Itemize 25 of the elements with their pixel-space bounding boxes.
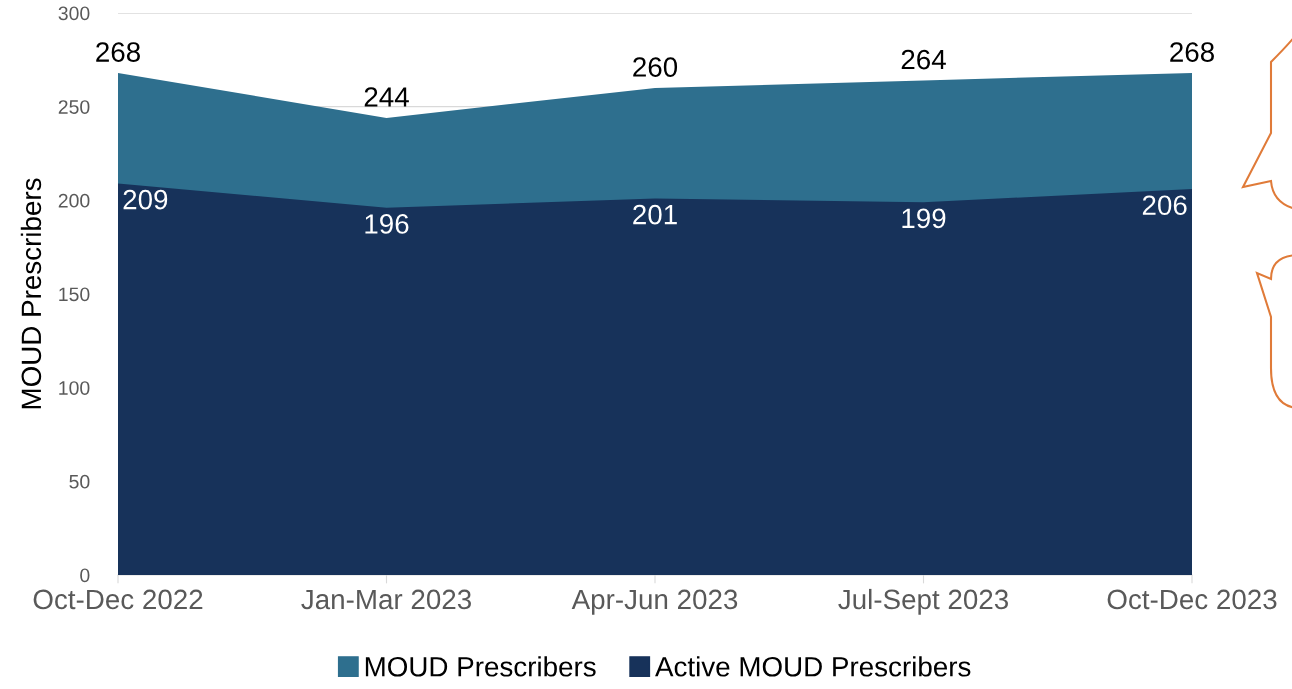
data-label: 264 xyxy=(901,49,946,70)
data-label: 196 xyxy=(365,214,409,234)
y-tick-label: 200 xyxy=(58,193,90,208)
x-tick-label: Jul-Sept 2023 xyxy=(838,588,1008,615)
data-label: 209 xyxy=(123,189,168,210)
y-tick-label: 100 xyxy=(59,381,90,395)
data-label: 260 xyxy=(633,57,678,77)
legend-label: Active MOUD Prescribers xyxy=(655,656,971,677)
y-tick-label: 250 xyxy=(58,100,90,114)
data-label: 268 xyxy=(96,42,140,62)
data-label: 201 xyxy=(633,204,677,225)
data-label: 244 xyxy=(364,87,409,107)
y-tick-label: 50 xyxy=(69,474,90,489)
y-tick-label: 150 xyxy=(59,287,90,302)
y-tick-label: 0 xyxy=(80,568,90,583)
x-tick-label: Oct-Dec 2023 xyxy=(1107,589,1277,610)
y-tick-label: 300 xyxy=(58,6,90,21)
data-label: 268 xyxy=(1170,42,1214,62)
data-label: 199 xyxy=(902,208,946,229)
x-tick-label: Apr-Jun 2023 xyxy=(571,589,738,615)
y-axis-title: MOUD Prescribers xyxy=(20,178,42,409)
legend-label: MOUD Prescribers xyxy=(365,656,596,677)
data-label: 206 xyxy=(1142,195,1187,216)
x-tick-label: Jan-Mar 2023 xyxy=(301,589,471,610)
x-tick-label: Oct-Dec 2022 xyxy=(33,589,203,610)
